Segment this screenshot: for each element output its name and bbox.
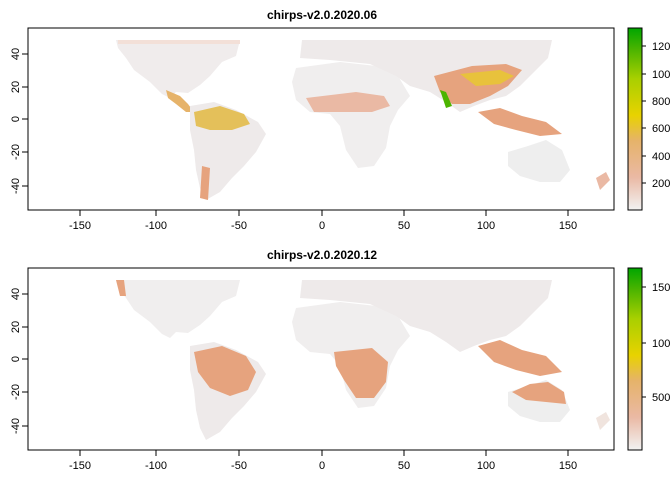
x-tick-label: 50: [398, 460, 410, 472]
x-tick-label: -100: [145, 220, 167, 232]
amazon-rain: [194, 346, 256, 396]
x-tick-label: -150: [69, 460, 91, 472]
southern-africa-rain: [334, 348, 388, 398]
x-tick-label: 0: [319, 220, 325, 232]
legend-bar: [627, 267, 643, 451]
y-tick-label: 40: [10, 288, 22, 300]
x-axis: [79, 210, 569, 216]
map-panel-december: chirps-v2.0.2020.12 -150 -100 -50 0: [10, 248, 670, 472]
y-tick-label: 20: [10, 321, 22, 333]
legend-tick-label: 120: [652, 41, 670, 53]
new-zealand: [596, 172, 610, 190]
sahel-rain: [306, 92, 390, 112]
north-america: [116, 40, 240, 98]
x-tick-label: 0: [319, 460, 325, 472]
x-tick-label: 100: [477, 220, 495, 232]
x-tick-label: -50: [231, 460, 247, 472]
x-axis: [79, 450, 569, 456]
pacific-nw-rain: [116, 280, 126, 296]
x-tick-label: -150: [69, 220, 91, 232]
legend-tick-label: 800: [652, 96, 670, 108]
y-tick-label: -20: [10, 384, 22, 400]
legend-tick-label: 100: [652, 69, 670, 81]
y-axis: [22, 293, 28, 427]
x-tick-label: 150: [559, 220, 577, 232]
y-axis: [22, 53, 28, 187]
y-tick-label: 40: [10, 48, 22, 60]
map-title: chirps-v2.0.2020.12: [267, 248, 377, 262]
x-tick-label: 150: [559, 460, 577, 472]
australia: [508, 140, 570, 182]
china-heavy-rain: [460, 70, 514, 86]
x-tick-labels: -150 -100 -50 0 50 100 150: [69, 460, 577, 472]
legend-tick-label: 150: [652, 282, 670, 294]
maritime-asia-rain: [478, 340, 562, 376]
y-tick-label: 20: [10, 81, 22, 93]
x-tick-label: -100: [145, 460, 167, 472]
x-tick-label: 100: [477, 460, 495, 472]
central-america-rain: [166, 90, 194, 112]
legend-tick-label: 400: [652, 151, 670, 163]
x-tick-labels: -150 -100 -50 0 50 100 150: [69, 220, 577, 232]
map-panel-june: chirps-v2.0.2020.06: [10, 8, 670, 232]
y-tick-label: -20: [10, 144, 22, 160]
y-tick-labels: 40 20 0 -20 -40: [10, 48, 22, 194]
x-tick-label: -50: [231, 220, 247, 232]
arctic: [118, 40, 240, 44]
maritime-asia: [478, 108, 562, 136]
color-legend: 150 100 500: [627, 267, 670, 451]
eurasia: [300, 280, 552, 352]
color-legend: 120 100 800 600 400 200: [627, 27, 670, 211]
legend-tick-label: 500: [652, 392, 670, 404]
new-zealand: [596, 412, 610, 430]
amazon-rain: [194, 106, 250, 130]
legend-tick-label: 600: [652, 123, 670, 135]
africa: [292, 62, 410, 168]
landmasses: [116, 280, 610, 440]
legend-tick-label: 200: [652, 178, 670, 190]
legend-bar: [627, 27, 643, 211]
y-tick-label: -40: [10, 418, 22, 434]
y-tick-label: -40: [10, 178, 22, 194]
map-title: chirps-v2.0.2020.06: [267, 8, 377, 22]
legend-tick-label: 100: [652, 338, 670, 350]
x-tick-label: 50: [398, 220, 410, 232]
northern-australia-rain: [512, 382, 566, 404]
landmasses: [116, 40, 610, 200]
india-west-coast-rain: [440, 90, 452, 108]
north-america: [116, 280, 240, 338]
y-tick-label: 0: [10, 356, 22, 362]
y-tick-labels: 40 20 0 -20 -40: [10, 288, 22, 434]
y-tick-label: 0: [10, 116, 22, 122]
south-chile-rain: [200, 166, 210, 200]
